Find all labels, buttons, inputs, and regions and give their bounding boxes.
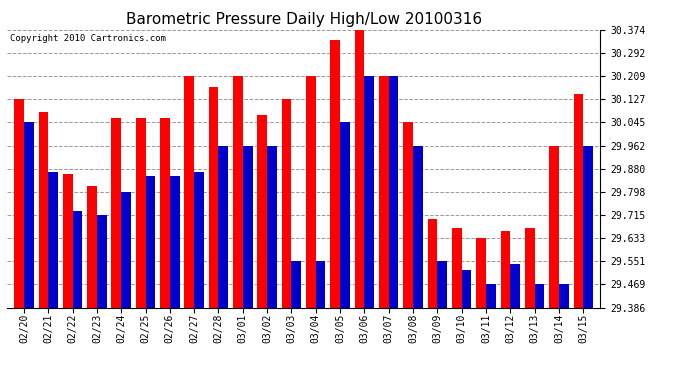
Bar [170, 176, 179, 375]
Bar [146, 176, 155, 375]
Bar [364, 76, 374, 375]
Text: Copyright 2010 Cartronics.com: Copyright 2010 Cartronics.com [10, 34, 166, 43]
Bar [291, 261, 301, 375]
Bar [511, 264, 520, 375]
Bar [413, 146, 423, 375]
Bar [525, 228, 535, 375]
Bar [282, 99, 291, 375]
Bar [97, 215, 107, 375]
Bar [136, 118, 146, 375]
Title: Barometric Pressure Daily High/Low 20100316: Barometric Pressure Daily High/Low 20100… [126, 12, 482, 27]
Bar [340, 122, 350, 375]
Bar [24, 122, 34, 375]
Bar [573, 94, 583, 375]
Bar [267, 146, 277, 375]
Bar [452, 228, 462, 375]
Bar [257, 116, 267, 375]
Bar [428, 219, 437, 375]
Bar [583, 146, 593, 375]
Bar [48, 171, 58, 375]
Bar [404, 122, 413, 375]
Bar [355, 30, 364, 375]
Bar [559, 284, 569, 375]
Bar [535, 284, 544, 375]
Bar [112, 118, 121, 375]
Bar [388, 76, 398, 375]
Bar [121, 192, 131, 375]
Bar [233, 76, 243, 375]
Bar [63, 174, 72, 375]
Bar [500, 231, 511, 375]
Bar [379, 76, 388, 375]
Bar [14, 99, 24, 375]
Bar [549, 146, 559, 375]
Bar [462, 270, 471, 375]
Bar [87, 186, 97, 375]
Bar [316, 261, 326, 375]
Bar [160, 118, 170, 375]
Bar [39, 112, 48, 375]
Bar [72, 211, 82, 375]
Bar [437, 261, 447, 375]
Bar [243, 146, 253, 375]
Bar [209, 87, 219, 375]
Bar [476, 238, 486, 375]
Bar [331, 39, 340, 375]
Bar [219, 146, 228, 375]
Bar [306, 76, 316, 375]
Bar [486, 284, 495, 375]
Bar [194, 171, 204, 375]
Bar [184, 76, 194, 375]
